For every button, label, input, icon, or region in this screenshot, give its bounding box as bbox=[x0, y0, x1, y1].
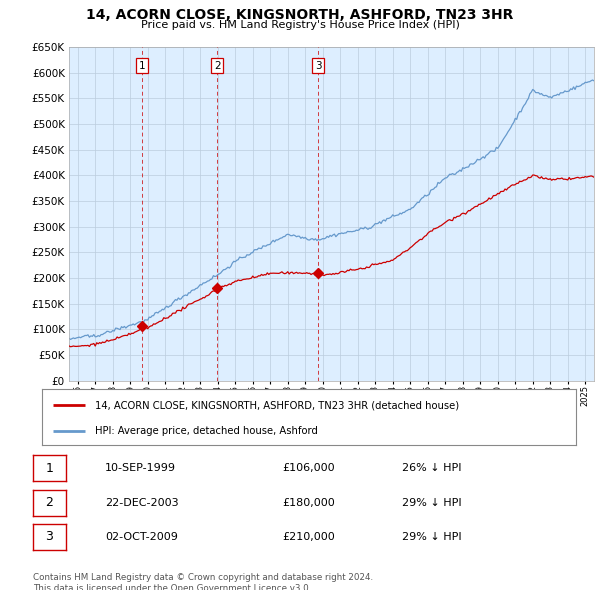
Text: 22-DEC-2003: 22-DEC-2003 bbox=[105, 498, 179, 507]
Text: 29% ↓ HPI: 29% ↓ HPI bbox=[402, 532, 461, 542]
Text: 14, ACORN CLOSE, KINGSNORTH, ASHFORD, TN23 3HR: 14, ACORN CLOSE, KINGSNORTH, ASHFORD, TN… bbox=[86, 8, 514, 22]
Text: £106,000: £106,000 bbox=[282, 464, 335, 473]
Text: Price paid vs. HM Land Registry's House Price Index (HPI): Price paid vs. HM Land Registry's House … bbox=[140, 20, 460, 30]
Text: 3: 3 bbox=[46, 530, 53, 543]
Text: 1: 1 bbox=[46, 462, 53, 475]
Text: 02-OCT-2009: 02-OCT-2009 bbox=[105, 532, 178, 542]
Text: 29% ↓ HPI: 29% ↓ HPI bbox=[402, 498, 461, 507]
Text: Contains HM Land Registry data © Crown copyright and database right 2024.
This d: Contains HM Land Registry data © Crown c… bbox=[33, 573, 373, 590]
Text: 10-SEP-1999: 10-SEP-1999 bbox=[105, 464, 176, 473]
Text: £180,000: £180,000 bbox=[282, 498, 335, 507]
Text: 26% ↓ HPI: 26% ↓ HPI bbox=[402, 464, 461, 473]
Text: 1: 1 bbox=[139, 61, 146, 71]
Text: 3: 3 bbox=[315, 61, 322, 71]
Text: £210,000: £210,000 bbox=[282, 532, 335, 542]
Text: 14, ACORN CLOSE, KINGSNORTH, ASHFORD, TN23 3HR (detached house): 14, ACORN CLOSE, KINGSNORTH, ASHFORD, TN… bbox=[95, 400, 460, 410]
Text: 2: 2 bbox=[46, 496, 53, 509]
Text: 2: 2 bbox=[214, 61, 221, 71]
Text: HPI: Average price, detached house, Ashford: HPI: Average price, detached house, Ashf… bbox=[95, 427, 318, 437]
